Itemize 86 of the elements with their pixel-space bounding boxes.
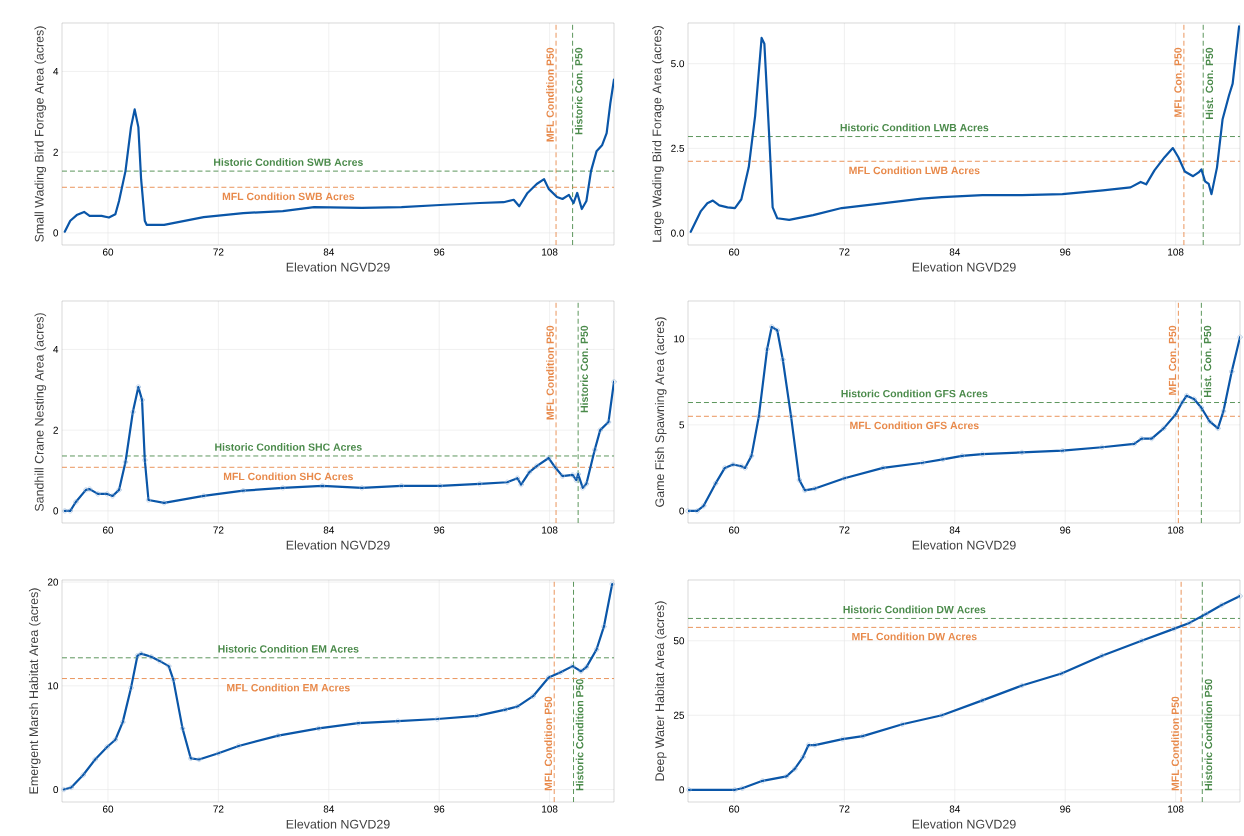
ref-line-label: MFL Condition P50 bbox=[544, 696, 553, 791]
y-axis-title: Game Fish Spawning Area (acres) bbox=[654, 317, 667, 507]
ref-line-label: MFL Condition SHC Acres bbox=[223, 472, 353, 481]
x-tick-label: 108 bbox=[1168, 805, 1184, 813]
y-tick-label: 25 bbox=[673, 711, 685, 719]
ref-line-label: Historic Condition P50 bbox=[575, 679, 584, 791]
x-tick-label: 84 bbox=[323, 248, 335, 256]
x-axis-title: Elevation NGVD29 bbox=[912, 540, 1016, 550]
ref-line-label: MFL Condition GFS Acres bbox=[850, 421, 979, 430]
ref-line-label: Historic Condition P50 bbox=[1204, 679, 1213, 791]
y-tick-label: 2 bbox=[53, 426, 58, 434]
x-tick-label: 60 bbox=[102, 526, 114, 534]
ref-line-label: MFL Condition LWB Acres bbox=[849, 166, 980, 175]
x-tick-label: 96 bbox=[434, 805, 445, 813]
x-tick-label: 96 bbox=[1060, 526, 1071, 534]
x-tick-label: 72 bbox=[213, 248, 224, 256]
x-tick-label: 108 bbox=[542, 248, 558, 256]
ref-line-label: MFL Condition SWB Acres bbox=[222, 192, 355, 201]
x-tick-label: 60 bbox=[728, 526, 740, 534]
x-tick-label: 60 bbox=[728, 805, 740, 813]
y-axis-title: Small Wading Bird Forage Area (acres) bbox=[34, 26, 47, 242]
x-tick-label: 108 bbox=[542, 526, 558, 534]
ref-line-label: Historic Condition SWB Acres bbox=[214, 158, 363, 166]
x-tick-label: 72 bbox=[213, 526, 224, 534]
x-tick-label: 72 bbox=[839, 526, 850, 534]
y-tick-label: 50 bbox=[673, 637, 685, 645]
y-tick-label: 4 bbox=[53, 346, 59, 353]
x-tick-label: 84 bbox=[323, 526, 335, 534]
x-axis-title: Elevation NGVD29 bbox=[286, 540, 390, 550]
ref-line-label: MFL Con. P50 bbox=[1168, 325, 1177, 395]
ref-line-label: Historic Condition LWB Acres bbox=[840, 123, 989, 132]
ref-line-label: MFL Condition P50 bbox=[546, 47, 554, 142]
y-tick-label: 10 bbox=[674, 335, 685, 343]
y-tick-label: 20 bbox=[47, 578, 59, 586]
ref-line-label: Hist. Con. P50 bbox=[1203, 325, 1212, 397]
y-tick-label: 0 bbox=[53, 229, 59, 237]
y-tick-label: 5.0 bbox=[671, 60, 685, 68]
x-axis-title: Elevation NGVD29 bbox=[286, 819, 390, 829]
x-tick-label: 84 bbox=[949, 248, 961, 256]
y-tick-label: 0 bbox=[679, 786, 685, 794]
y-tick-label: 2.5 bbox=[671, 144, 685, 152]
ref-line-label: MFL Condition P50 bbox=[1171, 696, 1179, 791]
y-tick-label: 10 bbox=[48, 682, 59, 690]
x-tick-label: 96 bbox=[1060, 248, 1071, 256]
y-axis-title: Deep Water Habitat Area (acres) bbox=[654, 601, 667, 781]
y-axis-title: Large Wading Bird Forage Area (acres) bbox=[652, 26, 664, 242]
x-tick-label: 60 bbox=[728, 248, 740, 256]
ref-line-label: Hist. Con. P50 bbox=[1205, 47, 1214, 119]
x-tick-label: 84 bbox=[949, 805, 961, 813]
x-axis-title: Elevation NGVD29 bbox=[912, 262, 1016, 272]
x-tick-label: 72 bbox=[839, 805, 850, 813]
x-tick-label: 108 bbox=[1168, 248, 1184, 256]
ref-line-label: MFL Condition P50 bbox=[546, 325, 554, 420]
ref-line-label: Historic Condition SHC Acres bbox=[215, 443, 362, 451]
x-tick-label: 96 bbox=[1060, 805, 1071, 813]
x-tick-label: 60 bbox=[102, 248, 114, 256]
x-tick-label: 60 bbox=[102, 805, 114, 813]
y-axis-title: Emergent Marsh Habitat Area (acres) bbox=[28, 588, 41, 794]
x-axis-title: Elevation NGVD29 bbox=[286, 262, 390, 272]
ref-line-label: Historic Con. P50 bbox=[574, 47, 583, 135]
y-tick-label: 0 bbox=[679, 507, 685, 515]
x-tick-label: 84 bbox=[323, 805, 335, 813]
y-tick-label: 2 bbox=[53, 148, 58, 156]
ref-line-label: Historic Con. P50 bbox=[580, 325, 589, 413]
y-tick-label: 4 bbox=[53, 67, 59, 75]
ref-line-label: Historic Condition EM Acres bbox=[218, 644, 359, 653]
x-tick-label: 108 bbox=[1168, 526, 1184, 534]
ref-line-label: Historic Condition GFS Acres bbox=[841, 389, 988, 398]
x-tick-label: 96 bbox=[434, 248, 445, 256]
y-tick-label: 0 bbox=[53, 786, 59, 794]
x-tick-label: 108 bbox=[542, 805, 558, 813]
y-axis-title: Sandhill Crane Nesting Area (acres) bbox=[34, 313, 47, 512]
x-axis-title: Elevation NGVD29 bbox=[912, 819, 1016, 829]
line-series bbox=[689, 25, 1241, 233]
x-tick-label: 96 bbox=[434, 526, 445, 534]
ref-line-label: MFL Con. P50 bbox=[1174, 47, 1182, 117]
y-tick-label: 5 bbox=[679, 421, 685, 429]
x-tick-label: 72 bbox=[839, 248, 850, 256]
y-tick-label: 0 bbox=[53, 507, 59, 515]
ref-line-label: Historic Condition DW Acres bbox=[843, 605, 986, 614]
ref-line-label: MFL Condition DW Acres bbox=[852, 632, 977, 641]
x-tick-label: 72 bbox=[213, 805, 224, 813]
ref-line-label: MFL Condition EM Acres bbox=[227, 683, 350, 692]
line-series bbox=[685, 324, 1243, 514]
x-tick-label: 84 bbox=[949, 526, 961, 534]
y-tick-label: 0.0 bbox=[671, 229, 685, 237]
